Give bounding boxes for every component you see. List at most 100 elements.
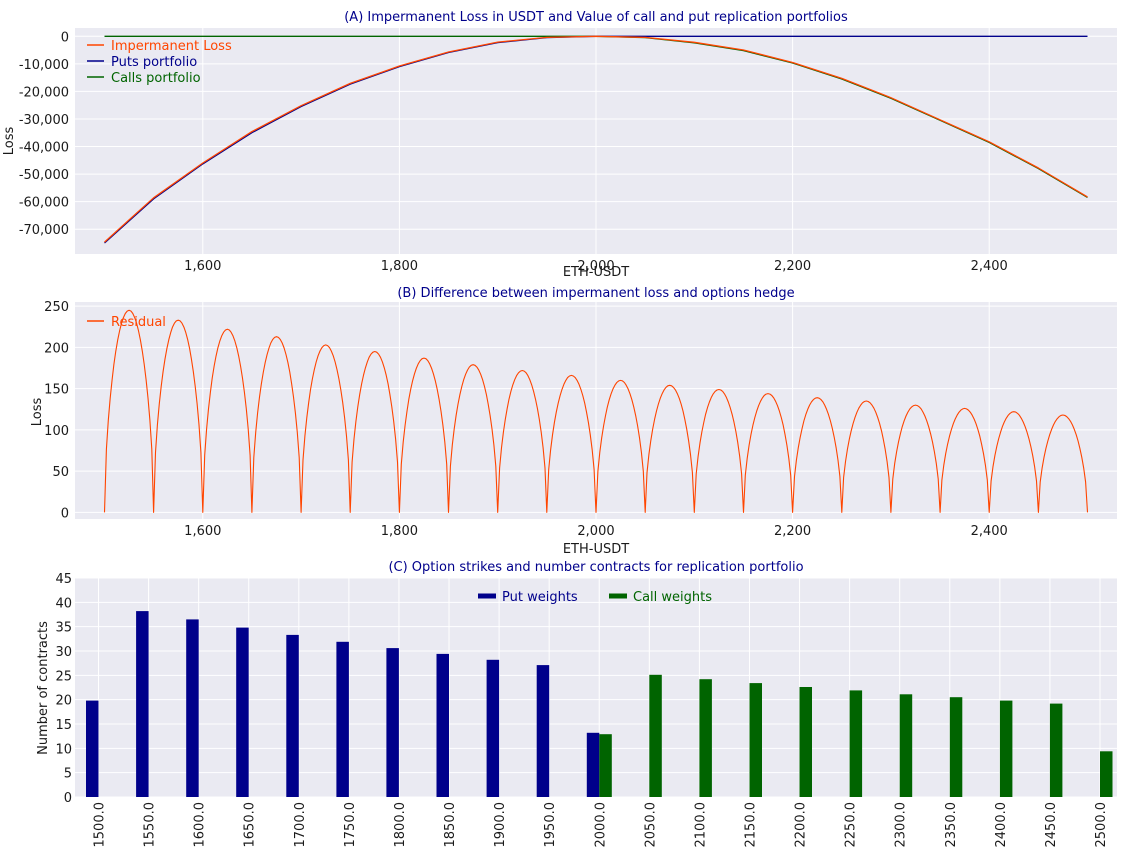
panel-c-xtick-label: 2050.0 xyxy=(643,802,658,848)
panel-a-line-impermanent-loss xyxy=(104,35,1088,243)
call-weight-bar xyxy=(949,697,963,797)
put-weight-bar xyxy=(536,665,550,797)
call-weight-bar xyxy=(1049,703,1063,797)
legend-label-puts-portfolio: Puts portfolio xyxy=(111,55,197,70)
panel-a-gridlines xyxy=(75,28,1117,254)
panel-c-xtick-label: 2300.0 xyxy=(894,802,909,848)
panel-b-ytick-label: 0 xyxy=(61,506,69,521)
legend-label-residual: Residual xyxy=(111,315,166,330)
panel-b-ytick-label: 50 xyxy=(52,465,69,480)
panel-c-xtick-label: 1700.0 xyxy=(293,802,308,848)
panel-c-ytick-label: 45 xyxy=(55,572,72,587)
put-weight-bar xyxy=(386,648,399,797)
panel-c-y-ticks: 0 5 10 15 20 25 30 35 40 45 xyxy=(55,572,72,806)
panel-c-xtick-label: 2450.0 xyxy=(1044,802,1059,848)
panel-a-xtick-label: 2,400 xyxy=(971,259,1008,274)
panel-b-xtick-label: 2,000 xyxy=(577,524,614,539)
panel-c-xtick-label: 1850.0 xyxy=(443,802,458,848)
panel-c-x-ticks: 1500.0 1550.0 1600.0 1650.0 1700.0 1750.0 1800… xyxy=(93,802,1110,848)
panel-b-ytick-label: 200 xyxy=(44,341,69,356)
panel-c-xtick-label: 2000.0 xyxy=(593,802,608,848)
panel-c-ytick-label: 5 xyxy=(64,767,72,782)
legend-label-calls-portfolio: Calls portfolio xyxy=(111,71,201,86)
panel-a-xtick-label: 2,000 xyxy=(577,259,614,274)
put-weight-bar xyxy=(186,619,199,797)
panel-c-ytick-label: 10 xyxy=(55,742,72,757)
put-weight-bar xyxy=(586,732,600,797)
panel-c-xtick-label: 1650.0 xyxy=(243,802,258,848)
panel-a-xlabel: ETH-USDT xyxy=(563,265,629,280)
call-weight-bar xyxy=(849,690,863,797)
panel-b-y-ticks: 0 50 100 150 200 250 xyxy=(44,300,69,521)
panel-c-title: (C) Option strikes and number contracts … xyxy=(388,560,803,575)
panel-b-xlabel: ETH-USDT xyxy=(563,542,629,557)
panel-a-xtick-label: 2,200 xyxy=(774,259,811,274)
panel-a-ytick-label: -40,000 xyxy=(19,141,69,156)
panel-a-ytick-label: 0 xyxy=(61,30,69,45)
panel-c-xtick-label: 1800.0 xyxy=(393,802,408,848)
panel-c-legend: Put weights Call weights xyxy=(478,590,712,605)
panel-c-bars xyxy=(86,611,1113,797)
panel-a-xtick-label: 1,600 xyxy=(184,259,221,274)
panel-a-ytick-label: -20,000 xyxy=(19,85,69,100)
panel-c-xtick-label: 2350.0 xyxy=(944,802,959,848)
panel-c: (C) Option strikes and number contracts … xyxy=(36,560,1117,848)
panel-a-ylabel: Loss xyxy=(2,127,17,156)
panel-b-xtick-label: 1,600 xyxy=(184,524,221,539)
panel-b-ylabel: Loss xyxy=(30,398,45,427)
panel-c-xtick-label: 1500.0 xyxy=(93,802,108,848)
panel-a-x-ticks: 1,600 1,800 2,000 2,200 2,400 xyxy=(184,259,1008,274)
put-weight-bar xyxy=(336,641,349,797)
panel-a-ytick-label: -60,000 xyxy=(19,196,69,211)
panel-b-ytick-label: 100 xyxy=(44,424,69,439)
panel-c-ytick-label: 15 xyxy=(55,718,72,733)
panel-b-ytick-label: 150 xyxy=(44,383,69,398)
panel-c-xtick-label: 2400.0 xyxy=(994,802,1009,848)
panel-b: (B) Difference between impermanent loss … xyxy=(30,286,1117,557)
panel-a-y-ticks: 0 -10,000 -20,000 -30,000 -40,000 -50,000 -60,… xyxy=(19,30,69,238)
panel-c-ytick-label: 20 xyxy=(55,694,72,709)
panel-c-xtick-label: 2500.0 xyxy=(1094,802,1109,848)
panel-b-xtick-label: 1,800 xyxy=(381,524,418,539)
panel-c-ytick-label: 35 xyxy=(55,621,72,636)
panel-b-line-residual xyxy=(103,309,1089,513)
panel-b-x-ticks: 1,600 1,800 2,000 2,200 2,400 xyxy=(184,524,1008,539)
panel-c-ytick-label: 25 xyxy=(55,669,72,684)
put-weight-bar xyxy=(236,627,249,797)
panel-c-xtick-label: 2150.0 xyxy=(743,802,758,848)
call-weight-bar xyxy=(599,734,612,797)
panel-b-legend: Residual xyxy=(87,315,166,330)
panel-a-ytick-label: -50,000 xyxy=(19,168,69,183)
panel-b-ytick-label: 250 xyxy=(44,300,69,315)
panel-c-ytick-label: 0 xyxy=(64,791,72,806)
panel-a-ytick-label: -70,000 xyxy=(19,223,69,238)
call-weight-bar xyxy=(799,687,812,797)
legend-label-call-weights: Call weights xyxy=(633,590,712,605)
panel-c-ytick-label: 40 xyxy=(55,596,72,611)
panel-c-ylabel: Number of contracts xyxy=(36,621,51,755)
panel-c-xtick-label: 2200.0 xyxy=(794,802,809,848)
put-weight-bar xyxy=(286,634,299,797)
put-weight-bar xyxy=(436,653,449,797)
call-weight-bar xyxy=(899,694,913,797)
legend-label-put-weights: Put weights xyxy=(502,590,578,605)
panel-a-series xyxy=(104,35,1088,244)
panel-a-xtick-label: 1,800 xyxy=(381,259,418,274)
call-weight-bar xyxy=(1100,751,1113,797)
call-weight-bar xyxy=(649,674,662,797)
panel-a-title: (A) Impermanent Loss in USDT and Value o… xyxy=(344,10,848,25)
panel-a: (A) Impermanent Loss in USDT and Value o… xyxy=(2,10,1117,280)
panel-c-xtick-label: 1750.0 xyxy=(343,802,358,848)
call-weight-bar xyxy=(749,683,762,797)
panel-a-ytick-label: -10,000 xyxy=(19,58,69,73)
call-weight-bar xyxy=(699,679,712,797)
put-weight-bar xyxy=(486,659,500,797)
panel-b-title: (B) Difference between impermanent loss … xyxy=(397,286,794,301)
panel-c-xtick-label: 1550.0 xyxy=(143,802,158,848)
panel-c-xtick-label: 2100.0 xyxy=(693,802,708,848)
panel-c-ytick-label: 30 xyxy=(55,645,72,660)
put-weight-bar xyxy=(136,611,149,797)
panel-a-legend: Impermanent Loss Puts portfolio Calls po… xyxy=(87,39,232,86)
legend-label-impermanent-loss: Impermanent Loss xyxy=(111,39,232,54)
